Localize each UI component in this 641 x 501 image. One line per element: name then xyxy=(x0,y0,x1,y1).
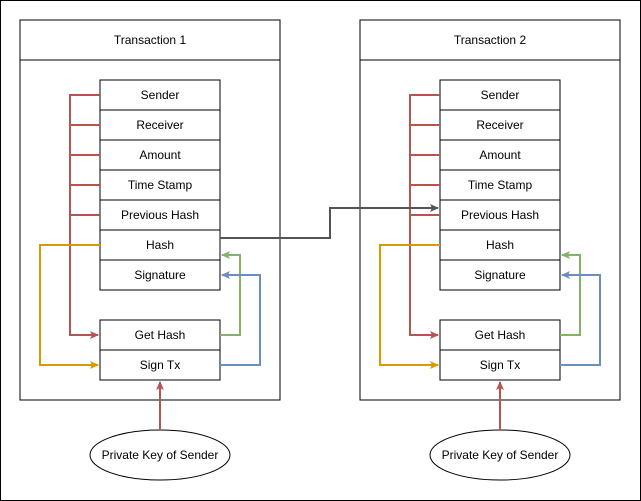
get-hash-label: Get Hash xyxy=(135,328,186,342)
sign-tx-to-signature-arrow xyxy=(560,271,601,366)
get-hash-to-hash-arrow xyxy=(560,251,581,336)
field-previous-hash-cell xyxy=(99,199,221,231)
field-receiver-cell xyxy=(99,109,221,141)
field-signature: Signature xyxy=(474,268,526,282)
field-receiver: Receiver xyxy=(136,118,183,132)
field-timestamp-cell xyxy=(99,169,221,201)
field-previous-hash-cell xyxy=(439,199,561,231)
field-hash: Hash xyxy=(146,238,174,252)
field-signature: Signature xyxy=(134,268,186,282)
sign-tx-label: Sign Tx xyxy=(480,358,520,372)
sign-tx-label: Sign Tx xyxy=(140,358,180,372)
field-timestamp: Time Stamp xyxy=(468,178,533,192)
transaction-2-title: Transaction 2 xyxy=(454,33,527,47)
field-hash: Hash xyxy=(486,238,514,252)
field-previous-hash: Previous Hash xyxy=(461,208,539,222)
get-hash-label: Get Hash xyxy=(475,328,526,342)
field-sender-cell xyxy=(99,79,221,111)
hash-to-sign-tx-arrow xyxy=(379,244,440,369)
transaction-2: Transaction 2 Sender Receiver Amount Tim… xyxy=(359,19,621,481)
field-sender: Sender xyxy=(141,88,180,102)
hash-input-connectors xyxy=(409,94,440,339)
field-sender-cell xyxy=(439,79,561,111)
private-key-label: Private Key of Sender xyxy=(442,448,559,462)
sign-tx-to-signature-arrow xyxy=(220,271,261,366)
sign-tx-cell xyxy=(99,349,221,381)
field-receiver: Receiver xyxy=(476,118,523,132)
hash-to-next-previous-hash-arrow xyxy=(220,204,439,239)
field-signature-cell xyxy=(439,259,561,291)
transaction-1: Transaction 1 Sender Receiver Amount Tim… xyxy=(19,19,281,481)
field-sender: Sender xyxy=(481,88,520,102)
sign-tx-cell xyxy=(439,349,561,381)
transaction-1-title: Transaction 1 xyxy=(114,33,187,47)
field-amount: Amount xyxy=(479,148,521,162)
get-hash-to-hash-arrow xyxy=(220,251,241,336)
hash-input-connectors xyxy=(69,94,100,339)
field-amount: Amount xyxy=(139,148,181,162)
hash-to-sign-tx-arrow xyxy=(39,244,100,369)
field-hash-cell xyxy=(99,229,221,261)
field-amount-cell xyxy=(439,139,561,171)
private-key-label: Private Key of Sender xyxy=(102,448,219,462)
field-signature-cell xyxy=(99,259,221,291)
field-timestamp: Time Stamp xyxy=(128,178,193,192)
field-previous-hash: Previous Hash xyxy=(121,208,199,222)
